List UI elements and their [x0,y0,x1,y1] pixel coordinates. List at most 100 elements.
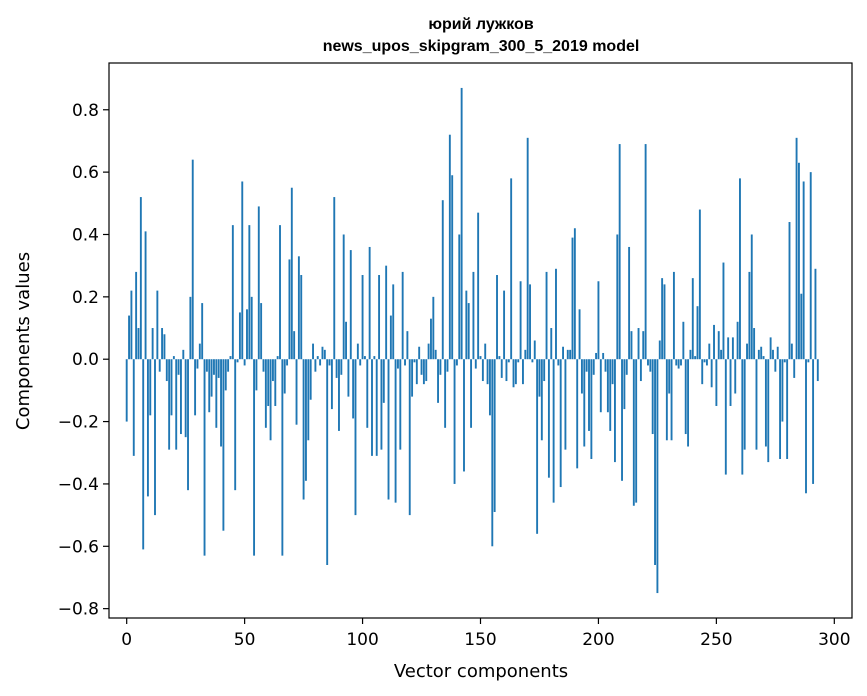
bar-180 [550,328,553,360]
bar-245 [703,359,706,363]
bar-277 [779,359,782,459]
bar-292 [814,268,817,360]
bar-223 [651,359,654,435]
bar-22 [177,359,180,375]
bar-28 [191,159,194,360]
bar-266 [753,328,756,360]
bar-189 [571,237,574,360]
bar-93 [345,321,347,360]
bar-69 [288,259,291,360]
bar-127 [425,359,428,382]
bar-30 [196,359,199,369]
bar-71 [293,331,296,360]
bar-139 [453,359,456,484]
bar-101 [363,356,366,360]
bar-86 [328,359,331,366]
bar-87 [330,359,333,410]
bar-24 [182,349,185,360]
bar-206 [611,359,614,385]
bar-7 [142,359,145,550]
bar-273 [769,337,772,360]
bar-288 [805,359,807,494]
bar-160 [503,290,506,360]
bar-187 [566,349,569,360]
bar-110 [385,265,388,360]
bar-173 [533,340,536,360]
bar-19 [170,359,173,416]
bar-263 [746,343,748,360]
bar-291 [812,359,815,484]
bar-137 [448,134,451,360]
bar-163 [510,178,513,360]
bar-181 [552,359,555,503]
bar-96 [352,359,355,419]
bar-77 [307,359,310,441]
bar-222 [649,359,652,372]
bar-43 [227,359,230,372]
bar-236 [682,321,685,360]
bar-269 [760,346,763,360]
bar-158 [498,356,501,360]
y-tick-label: −0.2 [58,413,99,433]
bar-161 [505,359,508,382]
bar-38 [215,359,218,428]
bar-73 [297,256,300,360]
bar-48 [238,312,241,360]
bar-8 [144,231,147,360]
bar-62 [271,359,274,382]
bar-196 [588,359,590,431]
bar-18 [168,359,171,450]
bar-183 [557,359,560,366]
bar-214 [630,331,633,360]
bar-147 [472,271,475,360]
x-tick-label: 250 [700,630,732,650]
bar-198 [592,359,595,375]
bar-176 [540,359,543,441]
bar-112 [389,315,392,360]
bar-26 [187,359,189,491]
bar-197 [590,359,593,459]
y-tick-label: 0.2 [72,288,99,308]
bar-42 [224,359,227,391]
bar-107 [378,275,381,360]
bar-225 [656,359,659,594]
bar-241 [694,356,697,360]
bar-135 [444,359,447,428]
bar-282 [790,343,793,360]
x-tick-label: 300 [818,630,850,650]
bar-144 [465,290,468,360]
bar-34 [205,359,208,372]
y-tick-label: 0.4 [72,225,99,245]
bar-216 [635,359,638,503]
bar-46 [234,359,237,491]
bar-231 [670,359,673,441]
bar-261 [741,359,744,475]
bar-199 [595,352,598,360]
bar-35 [208,359,211,413]
bar-50 [243,359,246,366]
bar-268 [757,349,760,360]
bar-220 [644,144,647,360]
bar-88 [333,197,336,360]
bar-265 [750,234,753,360]
bar-227 [661,278,664,360]
bar-278 [781,359,784,422]
bar-154 [488,359,491,416]
bar-232 [672,271,675,360]
bar-2 [130,290,133,360]
bar-191 [576,359,579,469]
bar-116 [399,359,402,450]
x-tick-label: 150 [464,630,496,650]
bar-122 [413,359,416,363]
bar-250 [715,359,718,406]
bar-142 [460,87,463,360]
bar-15 [161,328,164,360]
bar-204 [606,359,609,413]
bar-99 [359,359,362,366]
bar-97 [354,359,357,516]
bar-243 [698,209,701,360]
bar-182 [555,268,557,360]
bar-108 [380,359,383,450]
bar-78 [309,359,312,400]
bar-51 [246,309,248,360]
